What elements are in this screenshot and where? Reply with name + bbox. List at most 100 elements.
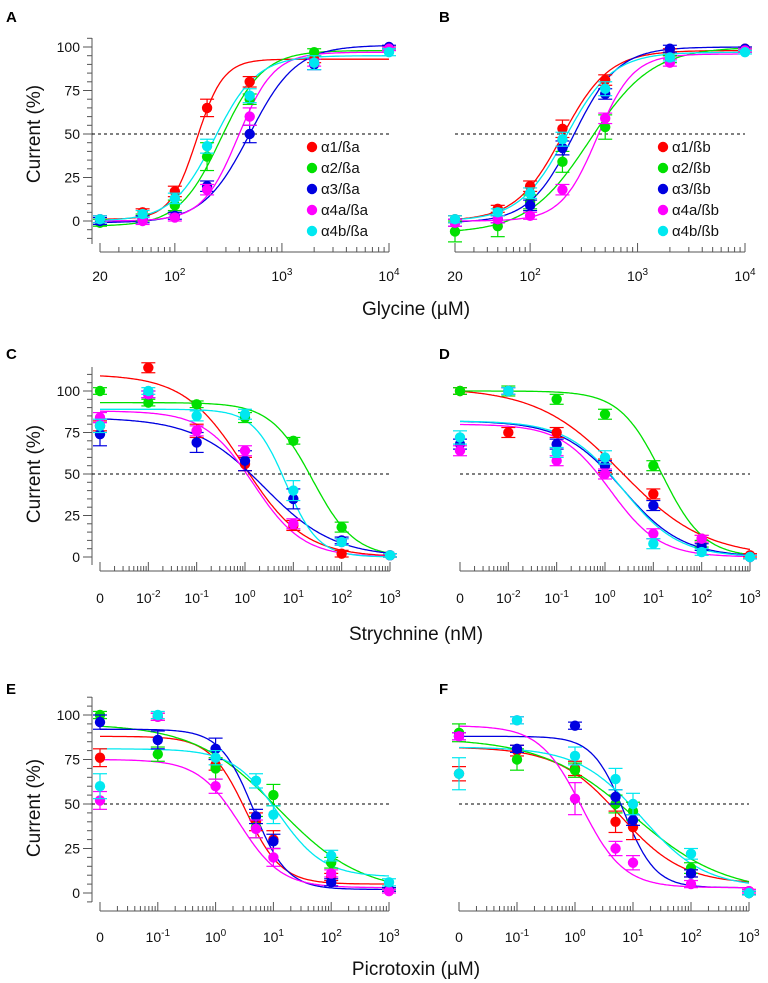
y-tick-label: 50 bbox=[64, 466, 80, 482]
data-point bbox=[308, 57, 320, 68]
tick-exponent: 3 bbox=[755, 589, 761, 600]
data-point bbox=[383, 877, 395, 888]
x-tick-label: 104 bbox=[378, 267, 400, 284]
data-point bbox=[454, 445, 466, 456]
y-tick-label: 25 bbox=[64, 841, 80, 857]
data-point bbox=[250, 811, 262, 822]
panel-label-f: F bbox=[439, 681, 448, 698]
x-tick-label: 10-1 bbox=[146, 928, 171, 945]
legend-marker bbox=[657, 162, 669, 174]
data-point bbox=[152, 748, 163, 760]
tick-base: 10 bbox=[734, 268, 750, 284]
data-point bbox=[244, 90, 255, 101]
data-point bbox=[685, 848, 697, 860]
data-point bbox=[557, 123, 568, 134]
y-tick-label: 100 bbox=[57, 383, 81, 399]
tick-base: 10 bbox=[564, 929, 580, 945]
data-point bbox=[600, 113, 611, 124]
series-3b bbox=[452, 720, 756, 899]
data-point bbox=[201, 151, 213, 162]
tick-base: 10 bbox=[378, 268, 394, 284]
series-4bb bbox=[448, 47, 752, 225]
tick-base: 10 bbox=[263, 929, 279, 945]
data-point bbox=[169, 212, 181, 223]
series-4ba bbox=[93, 385, 397, 561]
tick-exponent: 1 bbox=[278, 928, 284, 939]
x-tick-label: 100 bbox=[594, 589, 616, 606]
data-point bbox=[268, 836, 279, 847]
tick-base: 10 bbox=[283, 590, 299, 606]
y-axis: 0 25 50 75 100 bbox=[57, 696, 93, 903]
x-axis: 0 10-1 100 101 102 103 bbox=[455, 902, 760, 945]
tick-base: 10 bbox=[738, 929, 754, 945]
data-point bbox=[569, 720, 581, 731]
data-point bbox=[326, 857, 337, 868]
tick-base: 10 bbox=[680, 929, 696, 945]
fit-curve bbox=[459, 735, 749, 889]
tick-base: 10 bbox=[321, 929, 337, 945]
data-point bbox=[210, 781, 221, 792]
fit-curve bbox=[459, 747, 750, 883]
fit-curve bbox=[459, 746, 750, 884]
x-tick-label: 104 bbox=[734, 267, 756, 284]
data-point bbox=[239, 409, 251, 420]
data-point bbox=[511, 754, 523, 765]
x-tick-label: 103 bbox=[738, 928, 760, 945]
data-point bbox=[94, 214, 106, 225]
fit-curve bbox=[100, 410, 390, 558]
data-point bbox=[383, 47, 395, 58]
x-tick-label: 10-2 bbox=[136, 589, 161, 606]
y-axis: 0 25 50 75 100 bbox=[57, 37, 93, 244]
tick-exponent: 2 bbox=[180, 267, 186, 278]
y-tick-label: 25 bbox=[64, 170, 80, 186]
x-tick-label: 10-1 bbox=[184, 589, 209, 606]
x-tick-label: 102 bbox=[520, 267, 542, 284]
y-tick-label: 75 bbox=[64, 425, 80, 441]
tick-base: 10 bbox=[544, 590, 560, 606]
data-point bbox=[210, 743, 221, 755]
x-tick-label: 100 bbox=[564, 928, 586, 945]
data-point bbox=[569, 764, 581, 776]
legend-marker bbox=[657, 141, 669, 153]
legend-marker bbox=[657, 183, 669, 195]
data-point bbox=[511, 743, 523, 755]
data-point bbox=[244, 128, 255, 140]
y-tick-label: 75 bbox=[64, 752, 80, 768]
data-point bbox=[648, 538, 659, 549]
tick-base: 10 bbox=[594, 590, 610, 606]
series-4ba bbox=[93, 709, 396, 888]
fit-curve bbox=[99, 418, 391, 554]
data-point bbox=[524, 200, 536, 211]
tick-exponent: 3 bbox=[643, 267, 649, 278]
x-tick-label: 0 bbox=[96, 590, 104, 606]
y-tick-label: 100 bbox=[57, 39, 81, 55]
data-point bbox=[743, 887, 755, 899]
data-point bbox=[268, 852, 279, 863]
tick-base: 10 bbox=[520, 268, 536, 284]
data-point bbox=[503, 385, 514, 397]
x-tick-label: 10-1 bbox=[505, 928, 530, 945]
x-axis-title-picrotoxin: Picrotoxin (µM) bbox=[352, 959, 480, 980]
x-axis: 20 102 103 104 bbox=[447, 243, 756, 284]
x-tick-label: 101 bbox=[283, 589, 305, 606]
data-point bbox=[610, 843, 621, 854]
legend-marker bbox=[306, 162, 318, 174]
tick-exponent: 0 bbox=[250, 589, 256, 600]
x-tick-label: 103 bbox=[379, 589, 401, 606]
data-point bbox=[524, 187, 536, 199]
tick-exponent: 0 bbox=[221, 928, 227, 939]
data-point bbox=[696, 546, 707, 558]
tick-base: 10 bbox=[643, 590, 659, 606]
data-point bbox=[191, 425, 202, 437]
data-point bbox=[326, 850, 337, 861]
data-point bbox=[94, 795, 106, 806]
fit-curve bbox=[100, 401, 391, 554]
legend-marker bbox=[657, 225, 669, 237]
series-2a bbox=[93, 43, 396, 228]
y-tick-label: 100 bbox=[57, 707, 81, 723]
data-point bbox=[551, 438, 562, 450]
legend-label: α4b/ßa bbox=[321, 223, 369, 240]
data-point bbox=[250, 823, 262, 835]
tick-exponent: 2 bbox=[535, 267, 541, 278]
